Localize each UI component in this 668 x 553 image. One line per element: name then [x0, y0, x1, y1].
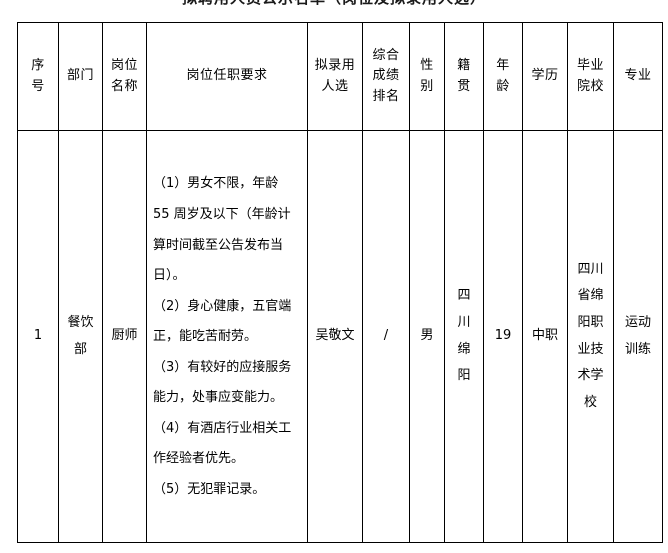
cell-age: 19	[483, 130, 523, 543]
text-line: 阳职	[577, 314, 604, 330]
header-line: 号	[31, 78, 45, 94]
req-line: 能力，处事应变能力。	[153, 390, 284, 406]
header-cell-candidate: 拟录用 人选	[307, 22, 363, 131]
header-cell-sex: 性 别	[409, 22, 445, 131]
header-line: 龄	[496, 78, 510, 94]
text-line: 省绵	[577, 288, 604, 304]
table-row: 1 餐饮 部 厨师 （1）男女不限，年龄 55 周岁及以下（年龄计 算时间截至公…	[17, 130, 663, 543]
header-line: 综合	[372, 48, 400, 64]
header-cell-major: 专业	[613, 22, 663, 131]
recruitment-table: 序 号 部门 岗位 名称 岗位任职要求 拟录用 人选 综合	[17, 22, 663, 543]
header-cell-requirements: 岗位任职要求	[146, 22, 308, 131]
text-line: 阳	[457, 368, 471, 384]
text-line: 术学	[577, 368, 604, 384]
cell-dept-stack: 餐饮 部	[59, 310, 102, 363]
header-line: 部门	[66, 68, 94, 84]
cell-candidate: 吴敬文	[307, 130, 363, 543]
header-cell-education: 学历	[522, 22, 568, 131]
text-line: 四川	[577, 261, 604, 277]
header-line: 院校	[576, 78, 604, 94]
cell-school: 四川 省绵 阳职 业技 术学 校	[567, 130, 614, 543]
header-line: 专业	[624, 68, 652, 84]
header-line: 排名	[372, 88, 400, 104]
cell-major: 运动 训练	[613, 130, 663, 543]
header-cell-age: 年 龄	[483, 22, 523, 131]
req-line: 55 周岁及以下（年龄计	[153, 207, 291, 223]
header-line: 别	[420, 78, 434, 94]
header-cell-rank: 综合 成绩 排名	[362, 22, 410, 131]
req-line: 日）。	[153, 268, 186, 284]
header-line: 籍	[457, 58, 471, 74]
text-line: 四	[457, 288, 471, 304]
cell-requirements: （1）男女不限，年龄 55 周岁及以下（年龄计 算时间截至公告发布当 日）。 （…	[146, 130, 308, 543]
req-line: 作经验者优先。	[153, 451, 245, 467]
text-line: 绵	[457, 341, 471, 357]
req-line: 正，能吃苦耐劳。	[153, 329, 258, 345]
text-line: 校	[583, 394, 597, 410]
header-line: 名称	[110, 78, 138, 94]
cell-school-stack: 四川 省绵 阳职 业技 术学 校	[568, 257, 613, 417]
table-header: 序 号 部门 岗位 名称 岗位任职要求 拟录用 人选 综合	[17, 22, 663, 131]
req-line: （5）无犯罪记录。	[153, 481, 266, 497]
requirements-text: （1）男女不限，年龄 55 周岁及以下（年龄计 算时间截至公告发布当 日）。 （…	[147, 161, 307, 511]
header-cell-native-place: 籍 贯	[444, 22, 484, 131]
cell-no: 1	[17, 130, 59, 543]
header-cell-no: 序 号	[17, 22, 59, 131]
header-cell-school: 毕业 院校	[567, 22, 614, 131]
text-line: 训练	[624, 341, 651, 357]
header-line: 毕业	[576, 58, 604, 74]
cell-native-place: 四 川 绵 阳	[444, 130, 484, 543]
header-line: 岗位任职要求	[186, 68, 268, 84]
header-line: 成绩	[372, 68, 400, 84]
req-line: 算时间截至公告发布当	[153, 237, 284, 253]
req-line: （3）有较好的应接服务	[153, 359, 292, 375]
req-line: （1）男女不限，年龄	[153, 176, 279, 192]
header-cell-dept: 部门	[58, 22, 103, 131]
cell-rank: /	[362, 130, 410, 543]
text-line: 运动	[624, 314, 651, 330]
header-line: 序	[31, 58, 45, 74]
cell-sex: 男	[409, 130, 445, 543]
text-line: 部	[73, 341, 87, 357]
clipped-title: 拟聘用人员公示名单（岗位及拟录用人选）	[0, 0, 668, 5]
header-line: 学历	[531, 68, 559, 84]
cell-native-stack: 四 川 绵 阳	[445, 283, 483, 390]
cell-education: 中职	[522, 130, 568, 543]
header-cell-post: 岗位 名称	[102, 22, 147, 131]
header-line: 人选	[321, 78, 349, 94]
text-line: 餐饮	[67, 314, 94, 330]
cell-major-stack: 运动 训练	[614, 310, 662, 363]
header-row: 序 号 部门 岗位 名称 岗位任职要求 拟录用 人选 综合	[17, 22, 663, 131]
header-line: 年	[496, 58, 510, 74]
req-line: （2）身心健康，五官端	[153, 298, 292, 314]
req-line: （4）有酒店行业相关工	[153, 420, 292, 436]
cell-post: 厨师	[102, 130, 147, 543]
text-line: 川	[457, 314, 471, 330]
table-body: 1 餐饮 部 厨师 （1）男女不限，年龄 55 周岁及以下（年龄计 算时间截至公…	[17, 130, 663, 543]
header-line: 拟录用	[314, 58, 356, 74]
text-line: 业技	[577, 341, 604, 357]
cell-dept: 餐饮 部	[58, 130, 103, 543]
header-line: 岗位	[110, 58, 138, 74]
header-line: 贯	[457, 78, 471, 94]
header-line: 性	[420, 58, 434, 74]
